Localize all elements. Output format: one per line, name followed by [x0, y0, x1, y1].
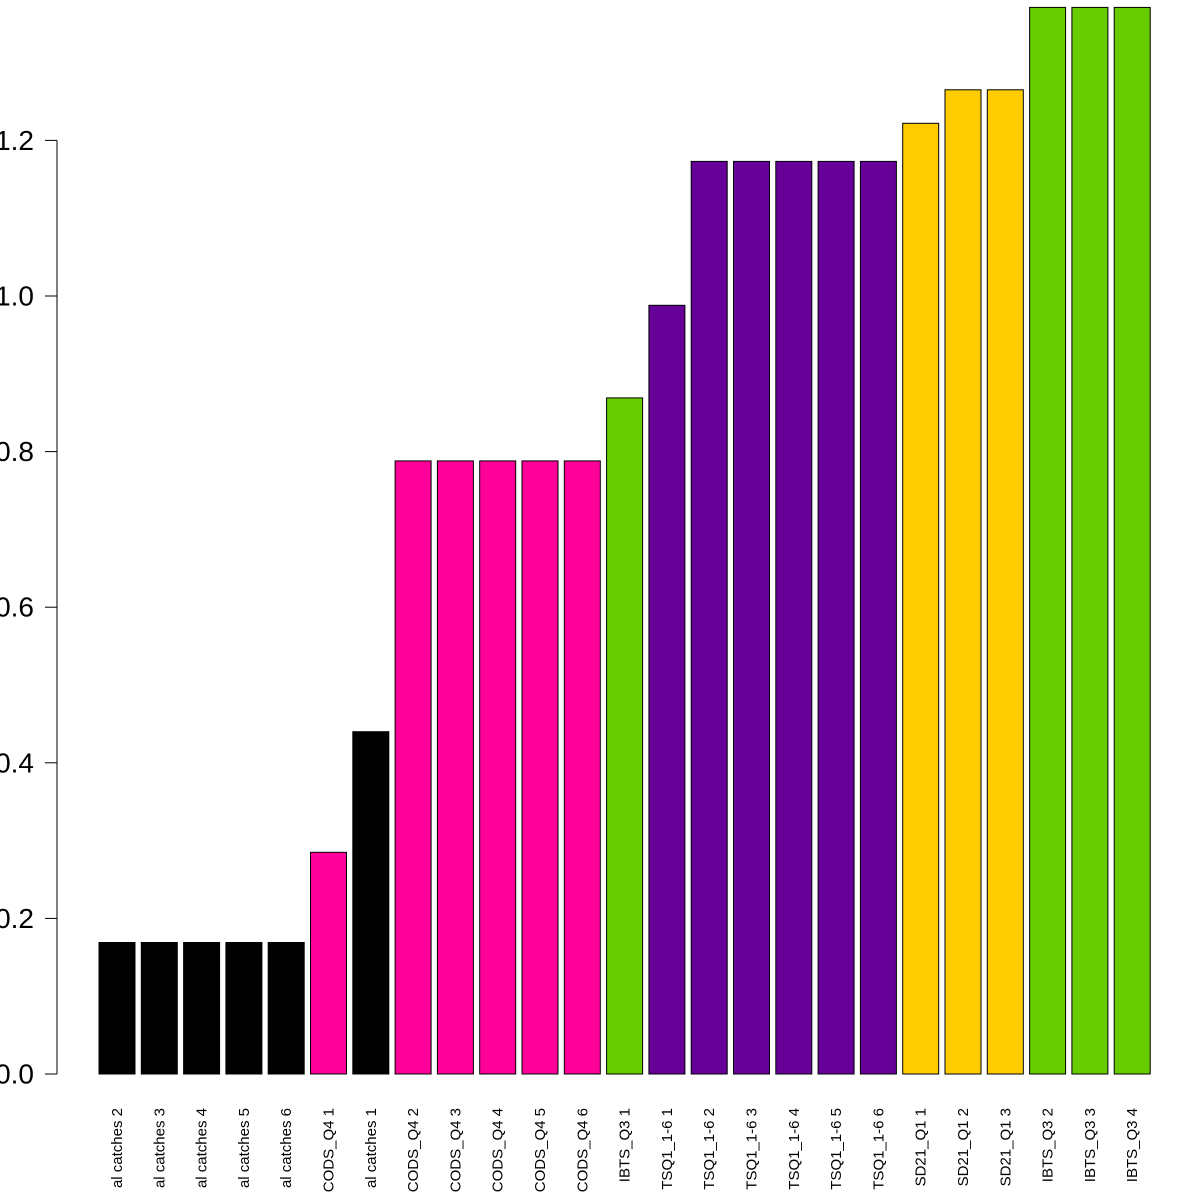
bar: [690, 160, 728, 1075]
bar: [140, 942, 178, 1075]
y-tick-label: 0.4: [0, 747, 34, 778]
bar: [563, 460, 601, 1075]
bar: [310, 851, 347, 1075]
bar: [98, 942, 136, 1075]
bar: [902, 122, 940, 1075]
x-tick-label: al catches 3: [151, 1108, 168, 1188]
bar: [733, 160, 770, 1075]
x-tick-label: TSQ1_1-6 4: [786, 1108, 803, 1190]
bar: [1071, 6, 1109, 1075]
y-tick-label: 0.8: [0, 436, 34, 467]
x-tick-label: SD21_Q1 1: [913, 1108, 930, 1186]
y-tick-label: 0.0: [0, 1059, 34, 1090]
bar: [648, 304, 686, 1075]
x-tick-label: CODS_Q4 2: [405, 1108, 422, 1192]
bar: [267, 942, 305, 1075]
x-tick-label: SD21_Q1 2: [955, 1108, 972, 1186]
x-tick-label: al catches 1: [363, 1108, 380, 1188]
x-tick-label: IBTS_Q3 4: [1124, 1108, 1141, 1182]
y-tick-label: 1.2: [0, 125, 34, 156]
x-tick-label: al catches 4: [194, 1108, 211, 1188]
y-tick-label: 0.6: [0, 592, 34, 623]
x-tick-label: TSQ1_1-6 3: [744, 1108, 761, 1190]
bar: [352, 731, 390, 1075]
x-tick-label: CODS_Q4 5: [532, 1108, 549, 1192]
x-tick-label: IBTS_Q3 3: [1082, 1108, 1099, 1182]
x-tick-label: IBTS_Q3 1: [617, 1108, 634, 1182]
x-tick-label: CODS_Q4 1: [321, 1108, 338, 1192]
x-tick-label: CODS_Q4 3: [447, 1108, 464, 1192]
bars: [98, 6, 1151, 1075]
bar: [986, 89, 1024, 1075]
bar: [944, 89, 982, 1075]
bar: [479, 460, 517, 1075]
x-axis-labels: al catches 2 al catches 3 al catches 4 al c…: [109, 1108, 1141, 1192]
bar: [1113, 6, 1151, 1075]
bar: [606, 397, 644, 1075]
bar: [859, 160, 897, 1075]
bar: [521, 460, 559, 1075]
x-tick-label: al catches 2: [109, 1108, 126, 1188]
x-tick-label: al catches 5: [236, 1108, 253, 1188]
x-tick-label: CODS_Q4 4: [490, 1108, 507, 1192]
y-tick-label: 1.0: [0, 281, 34, 312]
x-tick-label: TSQ1_1-6 2: [701, 1108, 718, 1190]
x-tick-label: CODS_Q4 6: [574, 1108, 591, 1192]
y-tick-label: 0.2: [0, 903, 34, 934]
bar: [394, 460, 432, 1075]
bar: [775, 160, 813, 1075]
x-tick-label: SD21_Q1 3: [997, 1108, 1014, 1186]
bar: [817, 160, 855, 1075]
x-tick-label: TSQ1_1-6 1: [659, 1108, 676, 1190]
bar: [225, 942, 263, 1075]
x-tick-label: TSQ1_1-6 6: [870, 1108, 887, 1190]
x-tick-label: al catches 6: [278, 1108, 295, 1188]
bar: [183, 942, 221, 1075]
y-axis: 0.0 0.2 0.4 0.6 0.8 1.0 1.2: [0, 125, 58, 1090]
bar: [436, 460, 474, 1075]
x-tick-label: TSQ1_1-6 5: [828, 1108, 845, 1190]
x-tick-label: IBTS_Q3 2: [1040, 1108, 1057, 1182]
bar: [1029, 6, 1067, 1075]
